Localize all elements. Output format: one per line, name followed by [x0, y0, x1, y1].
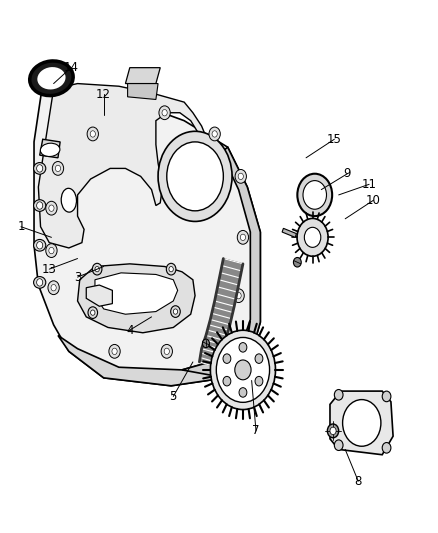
Text: 13: 13	[42, 263, 57, 276]
Polygon shape	[182, 147, 260, 378]
Text: 8: 8	[355, 475, 362, 488]
Ellipse shape	[34, 163, 46, 174]
Circle shape	[48, 281, 59, 295]
Text: 3: 3	[74, 271, 81, 284]
Polygon shape	[127, 84, 158, 100]
Circle shape	[382, 442, 391, 453]
Circle shape	[109, 344, 120, 358]
Circle shape	[233, 289, 244, 303]
Text: 15: 15	[327, 133, 342, 146]
Circle shape	[46, 201, 57, 215]
Circle shape	[297, 219, 328, 256]
Circle shape	[37, 241, 43, 249]
Ellipse shape	[61, 188, 77, 212]
Polygon shape	[282, 228, 297, 237]
Circle shape	[334, 390, 343, 400]
Circle shape	[173, 309, 178, 314]
Circle shape	[236, 293, 241, 299]
Circle shape	[240, 234, 246, 240]
Circle shape	[37, 279, 43, 286]
Polygon shape	[125, 68, 160, 84]
Circle shape	[239, 387, 247, 397]
Circle shape	[164, 348, 170, 354]
Circle shape	[87, 127, 99, 141]
Circle shape	[212, 131, 217, 137]
Circle shape	[49, 247, 54, 254]
Ellipse shape	[34, 239, 46, 251]
Circle shape	[112, 348, 117, 354]
Circle shape	[52, 161, 64, 175]
Circle shape	[255, 354, 263, 364]
Circle shape	[297, 174, 332, 216]
Polygon shape	[330, 391, 393, 455]
Text: 4: 4	[126, 324, 134, 337]
Text: 5: 5	[170, 390, 177, 403]
Text: 14: 14	[64, 61, 78, 74]
Circle shape	[55, 165, 60, 172]
Text: 11: 11	[362, 178, 377, 191]
Circle shape	[162, 110, 167, 116]
Text: 12: 12	[96, 87, 111, 101]
Text: 9: 9	[344, 167, 351, 180]
Text: 1: 1	[17, 220, 25, 233]
Circle shape	[91, 310, 95, 316]
Circle shape	[171, 306, 180, 317]
Circle shape	[90, 131, 95, 137]
Circle shape	[210, 330, 276, 409]
Circle shape	[37, 202, 43, 209]
Circle shape	[293, 257, 301, 267]
Circle shape	[51, 285, 56, 291]
Circle shape	[238, 173, 244, 180]
Circle shape	[223, 354, 231, 364]
Circle shape	[216, 337, 269, 402]
Circle shape	[330, 427, 336, 434]
Circle shape	[166, 263, 176, 275]
Circle shape	[255, 376, 263, 386]
Circle shape	[235, 169, 247, 183]
Ellipse shape	[34, 200, 46, 212]
Ellipse shape	[37, 67, 66, 90]
Polygon shape	[95, 273, 178, 314]
Circle shape	[209, 127, 220, 141]
Circle shape	[95, 266, 99, 272]
Circle shape	[167, 142, 223, 211]
Polygon shape	[34, 84, 260, 386]
Polygon shape	[39, 84, 208, 248]
Circle shape	[334, 440, 343, 450]
Circle shape	[235, 360, 251, 380]
Circle shape	[49, 205, 54, 212]
Ellipse shape	[40, 143, 60, 157]
Text: 10: 10	[366, 193, 381, 207]
Circle shape	[327, 424, 339, 438]
Polygon shape	[58, 335, 250, 386]
Circle shape	[37, 165, 43, 172]
Circle shape	[343, 400, 381, 446]
Ellipse shape	[30, 61, 73, 95]
Ellipse shape	[34, 277, 46, 288]
Circle shape	[92, 263, 102, 275]
Polygon shape	[78, 264, 195, 333]
Circle shape	[158, 131, 232, 221]
Circle shape	[213, 326, 225, 340]
Text: 7: 7	[252, 424, 260, 438]
Polygon shape	[40, 139, 60, 158]
Circle shape	[304, 227, 321, 247]
Circle shape	[159, 106, 170, 119]
Circle shape	[169, 266, 173, 272]
Circle shape	[46, 244, 57, 257]
Circle shape	[216, 329, 222, 336]
Circle shape	[237, 230, 249, 244]
Polygon shape	[199, 259, 243, 367]
Polygon shape	[86, 285, 113, 306]
Circle shape	[303, 181, 326, 209]
Circle shape	[88, 307, 98, 318]
Circle shape	[202, 339, 209, 348]
Circle shape	[161, 344, 173, 358]
Circle shape	[239, 343, 247, 352]
Circle shape	[223, 376, 231, 386]
Circle shape	[382, 391, 391, 402]
